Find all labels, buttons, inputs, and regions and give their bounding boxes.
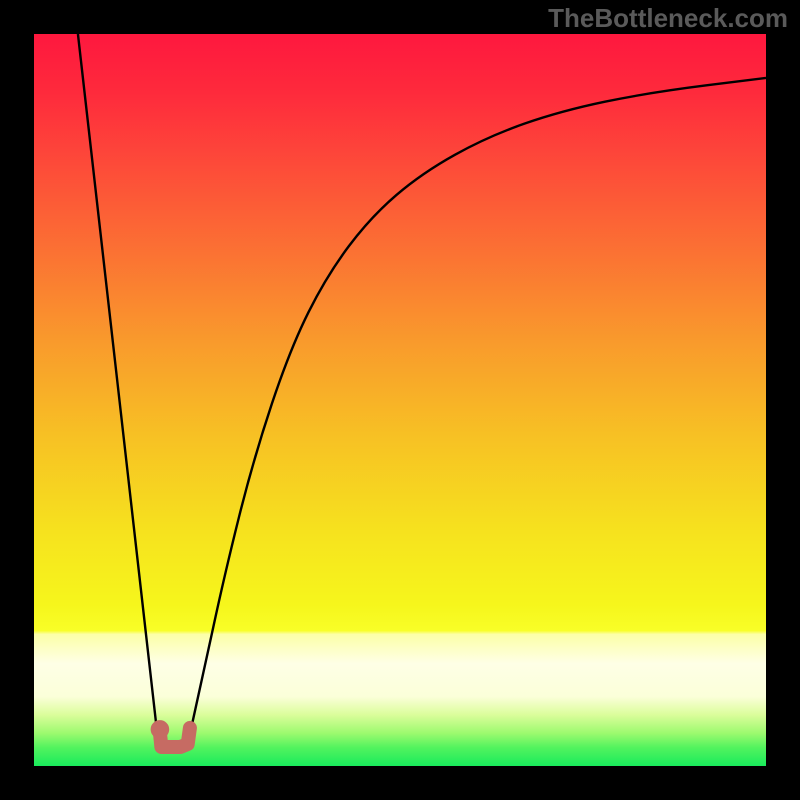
curve-layer — [34, 34, 766, 766]
marker-dot — [151, 721, 169, 739]
plot-area — [34, 34, 766, 766]
bottleneck-curve — [78, 34, 766, 744]
chart-root: TheBottleneck.com — [0, 0, 800, 800]
watermark-text: TheBottleneck.com — [548, 3, 788, 34]
